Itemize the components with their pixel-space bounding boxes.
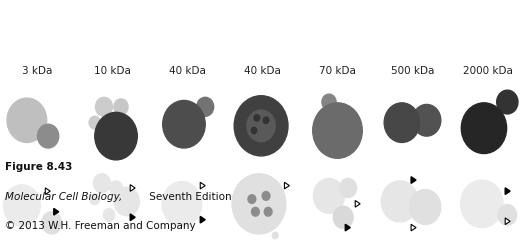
- Text: Seventh Edition: Seventh Edition: [146, 192, 232, 202]
- Circle shape: [413, 104, 441, 136]
- Circle shape: [90, 194, 100, 205]
- Circle shape: [114, 187, 140, 216]
- Circle shape: [254, 115, 260, 121]
- Circle shape: [89, 116, 100, 129]
- Circle shape: [37, 124, 59, 148]
- Polygon shape: [411, 224, 416, 231]
- Polygon shape: [200, 216, 205, 223]
- Text: 500 kDa: 500 kDa: [391, 66, 434, 76]
- Text: Molecular Cell Biology,: Molecular Cell Biology,: [5, 192, 122, 202]
- Circle shape: [103, 209, 114, 221]
- Polygon shape: [45, 188, 50, 195]
- Circle shape: [460, 180, 503, 228]
- Polygon shape: [505, 188, 510, 195]
- Circle shape: [163, 100, 205, 148]
- Polygon shape: [355, 200, 360, 207]
- Circle shape: [114, 99, 128, 115]
- Polygon shape: [285, 182, 289, 189]
- Polygon shape: [130, 185, 135, 191]
- Circle shape: [96, 97, 112, 116]
- Circle shape: [248, 195, 256, 203]
- Text: 40 kDa: 40 kDa: [244, 66, 281, 76]
- Text: 70 kDa: 70 kDa: [319, 66, 356, 76]
- Circle shape: [4, 185, 40, 226]
- Text: 3 kDa: 3 kDa: [22, 66, 52, 76]
- Circle shape: [110, 181, 122, 195]
- Circle shape: [340, 179, 356, 198]
- Circle shape: [381, 181, 418, 222]
- Circle shape: [313, 179, 344, 213]
- Circle shape: [247, 110, 275, 142]
- Circle shape: [251, 207, 259, 216]
- Circle shape: [251, 127, 257, 134]
- Circle shape: [263, 117, 269, 123]
- Polygon shape: [130, 214, 135, 221]
- Polygon shape: [345, 224, 350, 231]
- Text: 40 kDa: 40 kDa: [169, 66, 206, 76]
- Circle shape: [461, 103, 507, 154]
- Circle shape: [262, 192, 270, 200]
- Text: © 2013 W.H. Freeman and Company: © 2013 W.H. Freeman and Company: [5, 221, 196, 231]
- Text: 10 kDa: 10 kDa: [94, 66, 131, 76]
- Circle shape: [232, 174, 286, 234]
- Circle shape: [384, 103, 419, 142]
- Text: Figure 8.43: Figure 8.43: [5, 162, 72, 172]
- Polygon shape: [200, 182, 205, 189]
- Circle shape: [410, 190, 441, 224]
- Polygon shape: [505, 218, 510, 225]
- Circle shape: [322, 94, 336, 110]
- Circle shape: [264, 207, 272, 216]
- Circle shape: [162, 182, 202, 226]
- Circle shape: [42, 212, 61, 234]
- Circle shape: [93, 174, 110, 193]
- Circle shape: [313, 103, 362, 158]
- Circle shape: [333, 206, 353, 228]
- Circle shape: [95, 112, 137, 160]
- Circle shape: [234, 96, 288, 156]
- Circle shape: [498, 205, 517, 225]
- Circle shape: [197, 97, 214, 116]
- Circle shape: [497, 90, 518, 114]
- Circle shape: [272, 232, 278, 239]
- Polygon shape: [54, 208, 59, 215]
- Circle shape: [7, 98, 47, 142]
- Text: 2000 kDa: 2000 kDa: [463, 66, 512, 76]
- Polygon shape: [411, 177, 416, 183]
